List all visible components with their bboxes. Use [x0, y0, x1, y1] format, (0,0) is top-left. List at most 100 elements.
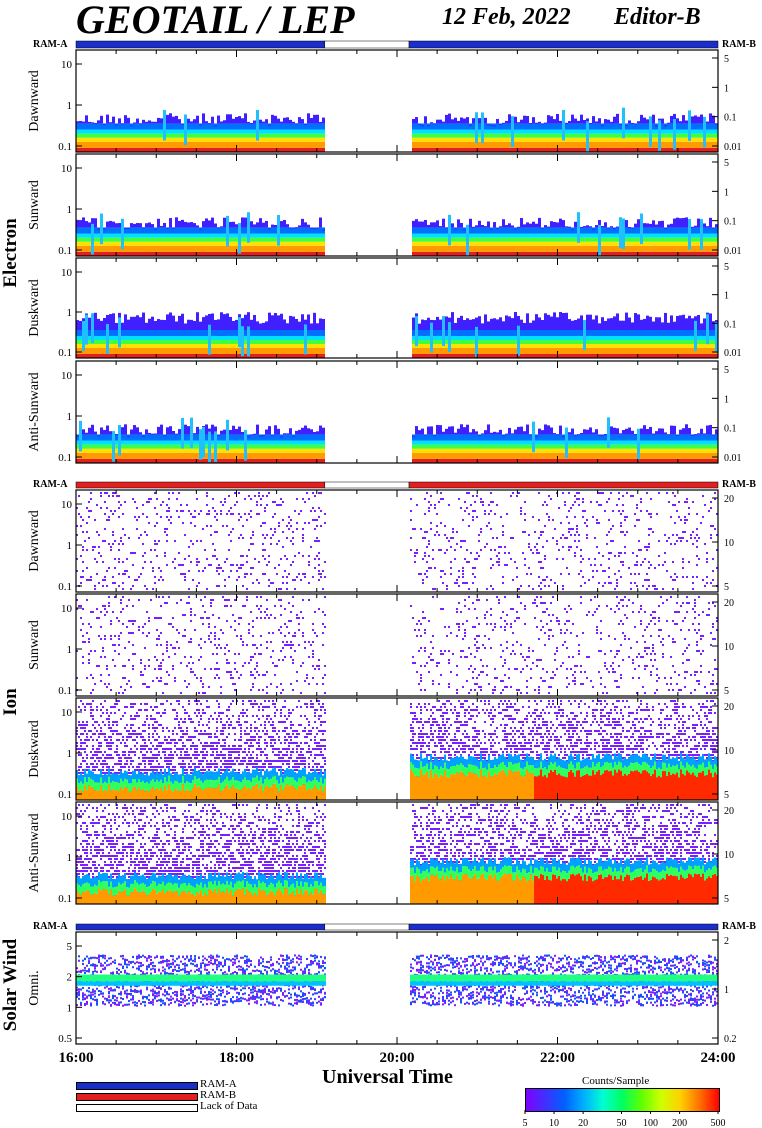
spectrogram-cell: [259, 344, 262, 348]
spectrogram-cell: [499, 251, 502, 256]
spectrogram-cell: [538, 340, 541, 344]
spectrogram-cell: [145, 348, 148, 354]
spectrogram-cell: [208, 137, 211, 142]
spectrogram-cell: [160, 141, 163, 148]
spectrogram-cell: [607, 227, 610, 229]
spectrogram-cell: [619, 137, 622, 142]
spectrogram-cell: [487, 245, 490, 252]
spectrogram-cell: [412, 440, 415, 445]
spectrogram-cell: [175, 440, 178, 445]
spectrogram-cell: [496, 458, 499, 463]
spectrogram-cell: [424, 147, 427, 152]
spectrogram-cell: [88, 448, 91, 453]
spectrogram-cell: [310, 323, 313, 330]
spectrogram-cell: [160, 458, 163, 463]
spectrogram-cell: [82, 321, 85, 352]
spectrogram-cell: [136, 344, 139, 348]
spectrogram-cell: [568, 226, 571, 228]
spectrogram-cell: [568, 348, 571, 354]
spectrogram-cell: [175, 115, 178, 124]
spectrogram-cell: [88, 137, 91, 142]
spectrogram-cell: [241, 452, 244, 459]
spectrogram-cell: [685, 336, 688, 340]
spectrogram-cell: [634, 223, 637, 228]
spectrogram-cell: [160, 348, 163, 354]
spectrogram-cell: [613, 228, 616, 230]
spectrogram-cell: [310, 452, 313, 459]
spectrogram-cell: [676, 217, 679, 228]
spectrogram-cell: [499, 444, 502, 449]
spectrogram-cell: [130, 125, 133, 127]
spectrogram-cell: [109, 251, 112, 256]
spectrogram-cell: [127, 241, 130, 246]
spectrogram-cell: [151, 336, 154, 340]
spectrogram-cell: [412, 330, 415, 336]
spectrogram-cell: [256, 330, 259, 336]
spectrogram-cell: [475, 112, 478, 143]
spectrogram-cell: [259, 330, 262, 336]
spectrogram-cell: [493, 245, 496, 252]
spectrogram-cell: [655, 137, 658, 142]
spectrogram-cell: [652, 241, 655, 246]
spectrogram-cell: [205, 452, 208, 459]
spectrogram-cell: [436, 340, 439, 344]
spectrogram-cell: [142, 237, 145, 242]
spectrogram-cell: [274, 344, 277, 348]
spectrogram-cell: [106, 440, 109, 445]
spectrogram-cell: [301, 458, 304, 463]
spectrogram-cell: [226, 330, 229, 336]
spectrogram-cell: [424, 340, 427, 344]
spectrogram-cell: [634, 137, 637, 142]
spectrogram-cell: [103, 147, 106, 152]
spectrogram-cell: [505, 330, 508, 336]
spectrogram-cell: [274, 330, 277, 336]
spectrogram-cell: [442, 237, 445, 242]
spectrogram-cell: [307, 434, 310, 441]
spectrogram-cell: [262, 340, 265, 344]
spectrogram-cell: [229, 141, 232, 148]
spectrogram-cell: [463, 137, 466, 142]
spectrogram-cell: [313, 133, 316, 138]
spectrogram-cell: [520, 448, 523, 453]
spectrogram-cell: [457, 317, 460, 330]
spectrogram-cell: [571, 141, 574, 148]
spectrogram-cell: [190, 141, 193, 148]
spectrogram-cell: [91, 452, 94, 459]
spectrogram-cell: [253, 340, 256, 344]
spectrogram-cell: [583, 348, 586, 354]
spectrogram-cell: [220, 448, 223, 453]
spectrogram-cell: [262, 434, 265, 441]
spectrogram-cell: [151, 241, 154, 246]
spectrogram-cell: [628, 227, 631, 229]
spectrogram-cell: [133, 336, 136, 340]
spectrogram-cell: [526, 440, 529, 445]
spectrogram-cell: [574, 320, 577, 330]
spectrogram-cell: [313, 336, 316, 340]
spectrogram-cell: [658, 344, 661, 348]
spectrogram-cell: [94, 340, 97, 344]
spectrogram-cell: [463, 147, 466, 152]
spectrogram-cell: [253, 133, 256, 138]
spectrogram-cell: [418, 141, 421, 148]
spectrogram-cell: [550, 330, 553, 336]
spectrogram-cell: [604, 141, 607, 148]
spectrogram-cell: [442, 458, 445, 463]
spectrogram-cell: [145, 133, 148, 138]
spectrogram-cell: [190, 251, 193, 256]
spectrogram-cell: [112, 241, 115, 246]
spectrogram-cell: [544, 452, 547, 459]
spectrogram-cell: [292, 458, 295, 463]
spectrogram-cell: [193, 251, 196, 256]
spectrogram-cell: [100, 448, 103, 453]
spectrogram-cell: [307, 233, 310, 238]
spectrogram-cell: [160, 118, 163, 124]
spectrogram-cell: [229, 233, 232, 238]
spectrogram-cell: [157, 330, 160, 336]
spectrogram-cell: [97, 440, 100, 445]
spectrogram-cell: [439, 123, 442, 130]
spectrogram-cell: [274, 123, 277, 130]
spectrogram-cell: [109, 452, 112, 459]
spectrogram-cell: [145, 434, 148, 441]
spectrogram-cell: [127, 251, 130, 256]
spectrogram-cell: [625, 312, 628, 330]
